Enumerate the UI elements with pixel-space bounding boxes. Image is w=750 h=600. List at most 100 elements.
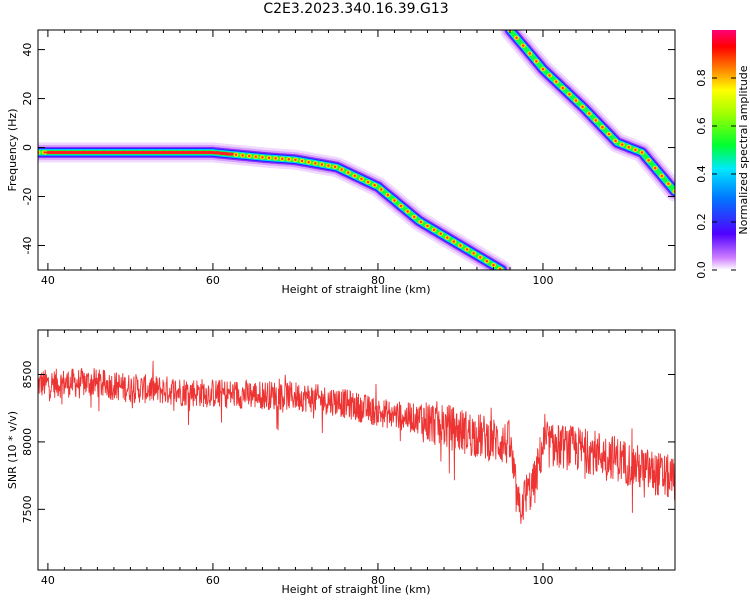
spectrogram-peak-core bbox=[426, 224, 429, 228]
colorbar-tick-label: 0.4 bbox=[695, 165, 708, 183]
spectrogram-peak-core bbox=[647, 159, 650, 162]
colorbar-label: Normalized spectral amplitude bbox=[737, 65, 750, 234]
snr-xtick-label: 60 bbox=[206, 574, 220, 587]
spectrogram-ytick-label: -20 bbox=[21, 188, 34, 206]
colorbar-gradient bbox=[712, 30, 736, 270]
spectrogram-peak-core bbox=[294, 158, 297, 161]
spectrogram-peak-core bbox=[548, 74, 551, 77]
spectrogram-peak-core bbox=[419, 220, 423, 224]
spectrogram-peak-core bbox=[667, 182, 670, 185]
spectrogram-peak-core bbox=[439, 232, 442, 235]
spectrogram-peak-core bbox=[340, 168, 343, 171]
spectrogram-peak bbox=[672, 189, 675, 194]
spectrogram-peak-core bbox=[281, 157, 284, 161]
spectrogram-peak-core bbox=[640, 151, 644, 154]
spectrogram-peak-core bbox=[333, 165, 337, 169]
spectrogram-peak-core bbox=[314, 162, 317, 165]
snr-panel: 40 60 80 100 7500 8000 8500 Height of straight… bbox=[6, 329, 676, 596]
spectrogram-peak-core bbox=[653, 166, 657, 170]
spectrogram-peak-core bbox=[234, 153, 238, 156]
spectrogram-peak-core bbox=[660, 174, 663, 178]
snr-xtick-label: 100 bbox=[532, 574, 553, 587]
spectrogram-peak-core bbox=[561, 86, 564, 90]
spectrogram-peak-core bbox=[581, 105, 584, 109]
spectrogram-peak-core bbox=[360, 177, 363, 181]
spectrogram-peak-core bbox=[373, 183, 376, 187]
spectrogram-peak-core bbox=[241, 154, 244, 157]
spectrogram-ticks: 40 60 80 100 -40 -20 0 20 40 bbox=[21, 30, 676, 287]
spectrogram-frame bbox=[37, 29, 676, 271]
spectrogram-peak-core bbox=[43, 151, 46, 154]
spectrogram-peak-core bbox=[380, 188, 383, 191]
spectrogram-ylabel: Frequency (Hz) bbox=[6, 109, 19, 192]
spectrogram-ytick-label: 20 bbox=[21, 92, 34, 106]
spectrogram-peak-core bbox=[413, 215, 416, 219]
spectrogram-peak-core bbox=[287, 158, 291, 161]
spectrogram-peak-core bbox=[300, 159, 304, 163]
colorbar-tick-label: 0.6 bbox=[695, 117, 708, 135]
spectrogram-peak-core bbox=[485, 259, 489, 263]
snr-frame bbox=[37, 329, 676, 571]
spectrogram-peak-core bbox=[459, 244, 462, 247]
colorbar-tick-label: 0.2 bbox=[695, 213, 708, 231]
spectrogram-peak-core bbox=[261, 156, 264, 159]
spectrogram-peak-core bbox=[347, 171, 350, 174]
spectrogram-xtick-label: 80 bbox=[371, 274, 385, 287]
spectrogram-peak-core bbox=[528, 52, 531, 55]
snr-ytick-label: 8000 bbox=[21, 428, 34, 456]
spectrogram-trace bbox=[38, 30, 675, 270]
spectrogram-peak-core bbox=[452, 240, 456, 243]
spectrogram-peak-core bbox=[498, 267, 502, 270]
spectrogram-ytick-label: -40 bbox=[21, 237, 34, 255]
spectrogram-peak-core bbox=[465, 248, 469, 251]
spectrogram-peak-core bbox=[607, 132, 611, 136]
spectrogram-peak-core bbox=[614, 139, 617, 143]
spectrogram-peak-core bbox=[307, 160, 310, 164]
spectrogram-xtick-label: 100 bbox=[532, 274, 553, 287]
spectrogram-peak-core bbox=[399, 204, 403, 208]
snr-series bbox=[38, 360, 675, 524]
snr-ytick-label: 7500 bbox=[21, 495, 34, 523]
spectrogram-xtick-label: 60 bbox=[206, 274, 220, 287]
spectrogram-peak-core bbox=[327, 164, 330, 167]
spectrogram-peak-core bbox=[406, 210, 409, 213]
spectrogram-peak-core bbox=[393, 199, 396, 202]
spectrogram-peak-core bbox=[601, 126, 604, 129]
spectrogram-peak-core bbox=[587, 112, 591, 115]
snr-xtick-label: 80 bbox=[371, 574, 385, 587]
spectrogram-peak-core bbox=[492, 263, 495, 267]
spectrogram-peak-core bbox=[554, 80, 558, 83]
colorbar-tick-label: 0.8 bbox=[695, 69, 708, 87]
spectrogram-peak-core bbox=[472, 252, 475, 255]
snr-line bbox=[38, 360, 675, 524]
spectrogram-peak bbox=[38, 150, 41, 155]
colorbar: 0.0 0.2 0.4 0.6 0.8 Normalized spectral ampl… bbox=[695, 30, 750, 279]
spectrogram-ytick-label: 40 bbox=[21, 43, 34, 57]
spectrogram-peak-core bbox=[446, 236, 449, 239]
snr-ytick-label: 8500 bbox=[21, 360, 34, 388]
spectrogram-xtick-label: 40 bbox=[41, 274, 55, 287]
spectrogram-peak-core bbox=[594, 119, 597, 122]
spectrogram-peak-core bbox=[248, 154, 251, 158]
spectrogram-peak-core bbox=[634, 148, 637, 152]
spectrogram-peak-core bbox=[627, 146, 630, 149]
spectrogram-peak-core bbox=[320, 163, 324, 166]
snr-xtick-label: 40 bbox=[41, 574, 55, 587]
spectrogram-peak-core bbox=[535, 60, 538, 63]
spectrogram-peak bbox=[223, 152, 236, 156]
spectrogram-peak-core bbox=[274, 157, 277, 160]
spectrogram-ytick-label: 0 bbox=[21, 144, 34, 151]
snr-xlabel: Height of straight line (km) bbox=[281, 583, 430, 596]
spectrogram-peak-core bbox=[479, 256, 482, 259]
spectrogram-panel: 40 60 80 100 -40 -20 0 20 40 Height of straight … bbox=[6, 29, 676, 296]
spectrogram-peak-core bbox=[541, 67, 545, 71]
spectrogram-peak-core bbox=[515, 36, 518, 40]
spectrogram-peak-core bbox=[386, 193, 390, 197]
figure-title: C2E3.2023.340.16.39.G13 bbox=[263, 1, 449, 17]
spectrogram-peak-core bbox=[521, 44, 525, 47]
snr-ticks: 40 60 80 100 7500 8000 8500 bbox=[21, 330, 676, 587]
colorbar-tick-label: 0.0 bbox=[695, 261, 708, 279]
spectrogram-peak-core bbox=[432, 228, 436, 232]
spectrogram-peak-core bbox=[620, 143, 624, 146]
